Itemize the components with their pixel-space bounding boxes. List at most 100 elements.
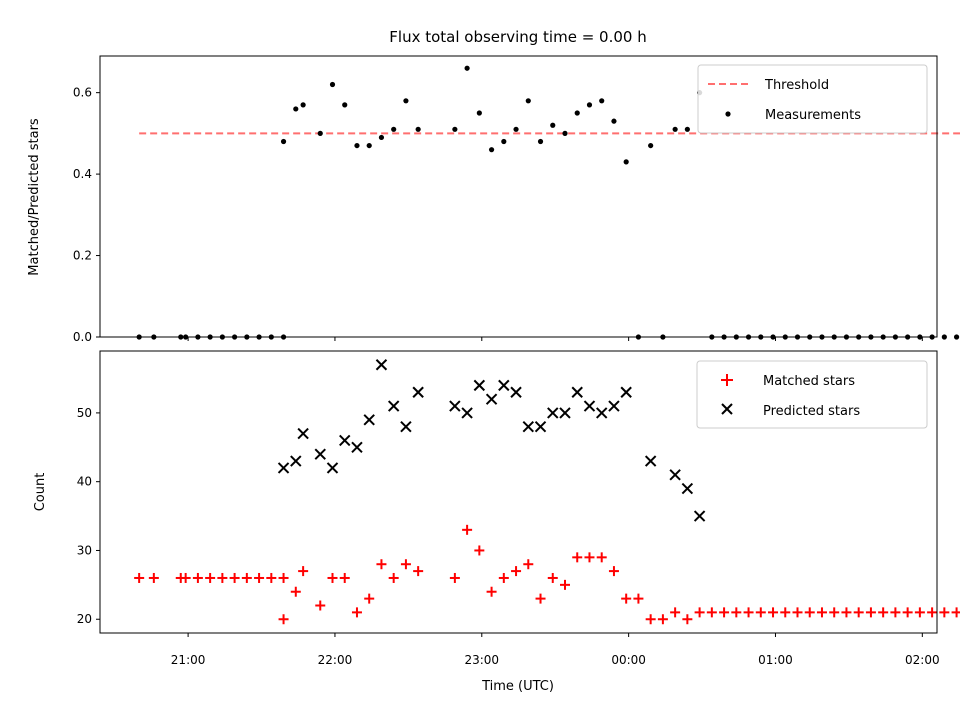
predicted-star-point <box>583 400 596 412</box>
predicted-star-point <box>277 462 290 474</box>
matched-star-point <box>596 552 607 563</box>
matched-star-point <box>364 593 375 604</box>
x-tick-label: 02:00 <box>905 653 940 667</box>
predicted-star-point <box>412 386 424 398</box>
predicted-star-point <box>620 386 632 398</box>
measurement-point <box>672 126 678 132</box>
matched-star-point <box>315 600 326 611</box>
legend-measurements-label: Measurements <box>765 108 861 123</box>
top-y-tick-label: 0.6 <box>73 86 92 100</box>
predicted-star-point <box>297 427 309 440</box>
bottom-plot-marks <box>134 359 960 625</box>
matched-star-point <box>951 607 960 618</box>
measurement-point <box>537 138 544 145</box>
matched-star-point <box>351 607 362 618</box>
matched-star-point <box>768 607 779 618</box>
matched-star-point <box>474 545 485 556</box>
top-y-tick-label: 0.0 <box>73 330 92 344</box>
matched-star-point <box>914 607 925 618</box>
predicted-star-point <box>363 414 375 426</box>
predicted-star-point <box>534 420 547 433</box>
measurement-point <box>599 98 605 104</box>
predicted-star-point <box>485 393 498 405</box>
measurement-point <box>953 334 960 340</box>
top-plot-frame <box>99 55 938 338</box>
measurement-point <box>513 126 519 132</box>
measurement-point <box>623 159 629 165</box>
x-tick-label: 23:00 <box>464 653 499 667</box>
matched-star-point <box>670 607 681 618</box>
top-panel: Flux total observing time = 0.00 h 0.00.… <box>27 28 960 344</box>
predicted-star-point <box>314 448 326 460</box>
measurement-point <box>300 102 306 108</box>
matched-star-point <box>535 593 546 604</box>
predicted-star-point <box>290 455 302 467</box>
matched-star-point <box>327 572 338 583</box>
x-tick-label: 01:00 <box>758 653 793 667</box>
matched-star-point <box>498 572 509 583</box>
measurement-point <box>293 106 299 112</box>
legend-threshold-label: Threshold <box>764 78 829 93</box>
matched-star-point <box>486 586 497 597</box>
matched-star-point <box>584 552 595 563</box>
predicted-star-point <box>498 379 510 392</box>
measurement-point <box>317 130 323 136</box>
predicted-star-point <box>375 359 388 371</box>
matched-star-point <box>278 614 289 625</box>
matched-star-point <box>400 559 411 570</box>
matched-star-point <box>902 607 913 618</box>
matched-star-point <box>890 607 901 618</box>
bottom-plot-frame <box>99 350 938 634</box>
matched-star-point <box>217 572 228 583</box>
measurement-point <box>586 102 593 108</box>
matched-star-point <box>829 607 840 618</box>
predicted-star-point <box>339 434 351 447</box>
matched-star-point <box>939 607 950 618</box>
matched-star-point <box>633 593 644 604</box>
matched-star-point <box>449 572 460 583</box>
x-axis-label: Time (UTC) <box>481 679 554 694</box>
predicted-star-point <box>522 420 534 433</box>
matched-star-point <box>682 614 693 625</box>
x-tick-label: 22:00 <box>318 653 353 667</box>
bottom-legend-box <box>696 360 928 429</box>
measurement-point <box>280 138 287 145</box>
predicted-star-point <box>461 407 473 419</box>
predicted-star-point <box>681 482 694 495</box>
predicted-star-point <box>571 386 583 398</box>
measurement-point <box>464 65 470 71</box>
bottom-y-tick-label: 40 <box>77 475 92 489</box>
matched-star-point <box>298 566 309 577</box>
predicted-star-point <box>596 407 608 419</box>
matched-star-point <box>792 607 803 618</box>
predicted-star-point <box>510 386 522 398</box>
x-tick-label: 00:00 <box>611 653 646 667</box>
matched-star-point <box>878 607 889 618</box>
matched-star-point <box>657 614 668 625</box>
measurement-point <box>562 130 568 136</box>
top-x-tick-marks <box>187 337 923 341</box>
matched-star-point <box>927 607 938 618</box>
legend-matched-label: Matched stars <box>763 374 855 389</box>
matched-star-point <box>192 572 203 583</box>
matched-star-point <box>205 572 216 583</box>
bottom-y-axis: 20 30 40 50 <box>77 406 100 626</box>
predicted-star-point <box>669 469 681 481</box>
matched-star-point <box>511 566 522 577</box>
predicted-star-point <box>693 510 706 522</box>
matched-star-point <box>560 579 570 590</box>
measurement-point <box>342 102 348 108</box>
matched-star-point <box>694 607 705 618</box>
measurement-point <box>488 147 495 153</box>
matched-star-point <box>266 572 277 583</box>
measurement-point <box>611 118 617 124</box>
top-y-tick-label: 0.4 <box>73 167 92 181</box>
measurement-point <box>941 334 947 340</box>
matched-star-point <box>290 586 301 597</box>
bottom-legend: Matched stars Predicted stars <box>696 360 928 429</box>
measurement-point <box>648 142 654 149</box>
matched-star-point <box>731 607 742 618</box>
predicted-star-point <box>559 407 571 419</box>
measurement-point <box>501 138 507 145</box>
